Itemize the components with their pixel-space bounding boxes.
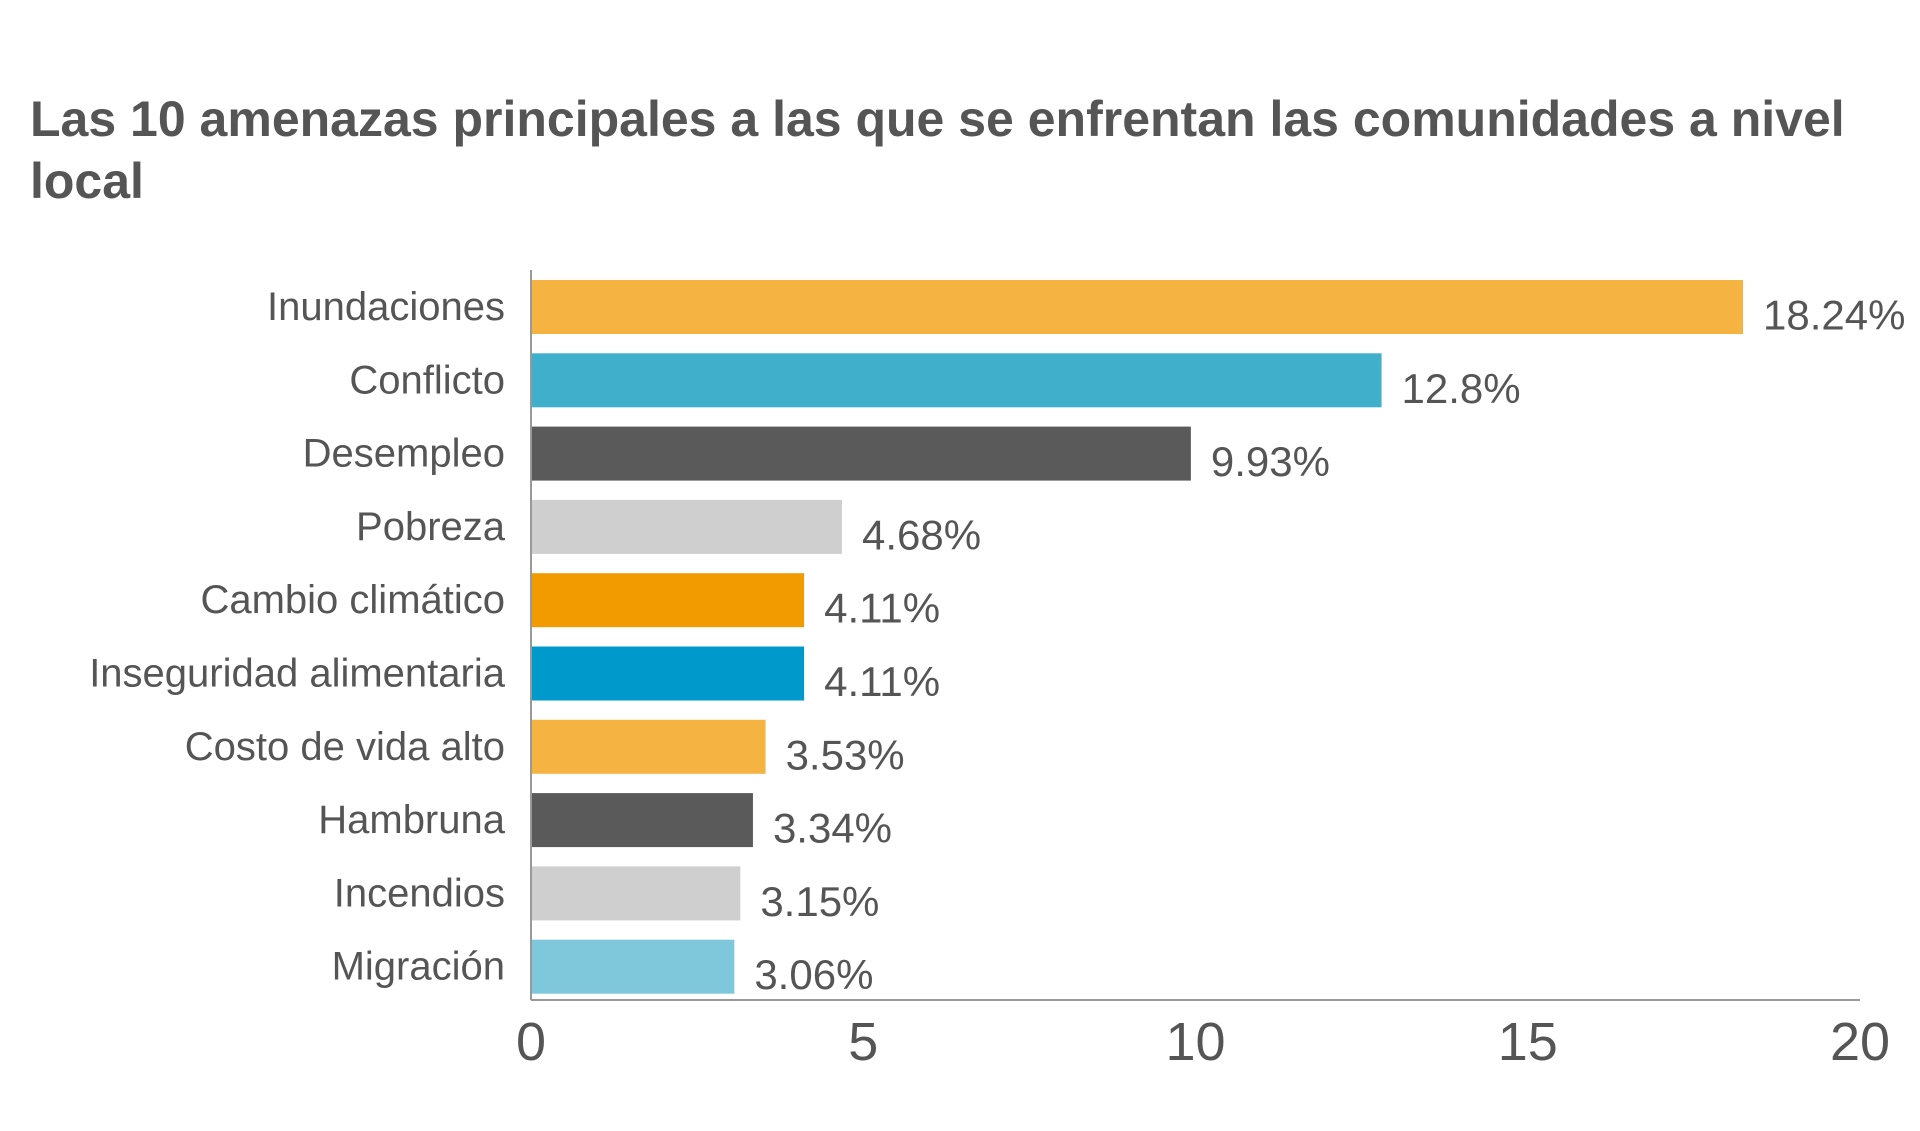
axes-layer: 0 5 10 15 20 [516, 270, 1890, 1072]
bars-layer: Inundaciones 18.24% Conflicto 12.8% Desemple… [89, 280, 1906, 998]
data-label: 12.8% [1402, 365, 1521, 412]
data-label: 3.15% [760, 878, 879, 925]
chart-title: Las 10 amenazas principales a las que se… [30, 91, 1845, 209]
bar [531, 280, 1744, 334]
category-label: Costo de vida alto [185, 725, 505, 769]
data-label: 3.06% [754, 951, 873, 998]
bar [531, 499, 842, 554]
category-label: Desempleo [303, 432, 505, 476]
category-label: Inseguridad alimentaria [89, 652, 506, 696]
category-label: Incendios [334, 871, 505, 915]
bar [531, 793, 753, 848]
category-label: Conflicto [349, 358, 505, 402]
bar [531, 646, 805, 701]
bar [531, 426, 1191, 481]
x-tick-label: 0 [516, 1012, 546, 1072]
category-label: Hambruna [318, 798, 506, 842]
data-label: 4.11% [824, 585, 940, 632]
x-tick-label: 15 [1498, 1012, 1558, 1072]
category-label: Pobreza [356, 505, 506, 549]
bar [531, 939, 735, 994]
data-label: 3.53% [786, 731, 905, 778]
category-label: Migración [332, 945, 505, 989]
category-label: Cambio climático [200, 578, 505, 622]
data-label: 3.34% [773, 805, 892, 852]
data-label: 4.11% [824, 658, 940, 705]
bar [531, 573, 805, 628]
bar [531, 719, 766, 774]
data-label: 9.93% [1211, 438, 1330, 485]
bar [531, 353, 1382, 408]
data-label: 4.68% [862, 511, 981, 558]
data-label: 18.24% [1763, 292, 1905, 339]
x-tick-label: 10 [1165, 1012, 1225, 1072]
x-tick-label: 5 [848, 1012, 878, 1072]
category-label: Inundaciones [267, 285, 505, 329]
bar [531, 866, 741, 921]
x-tick-label: 20 [1830, 1012, 1890, 1072]
